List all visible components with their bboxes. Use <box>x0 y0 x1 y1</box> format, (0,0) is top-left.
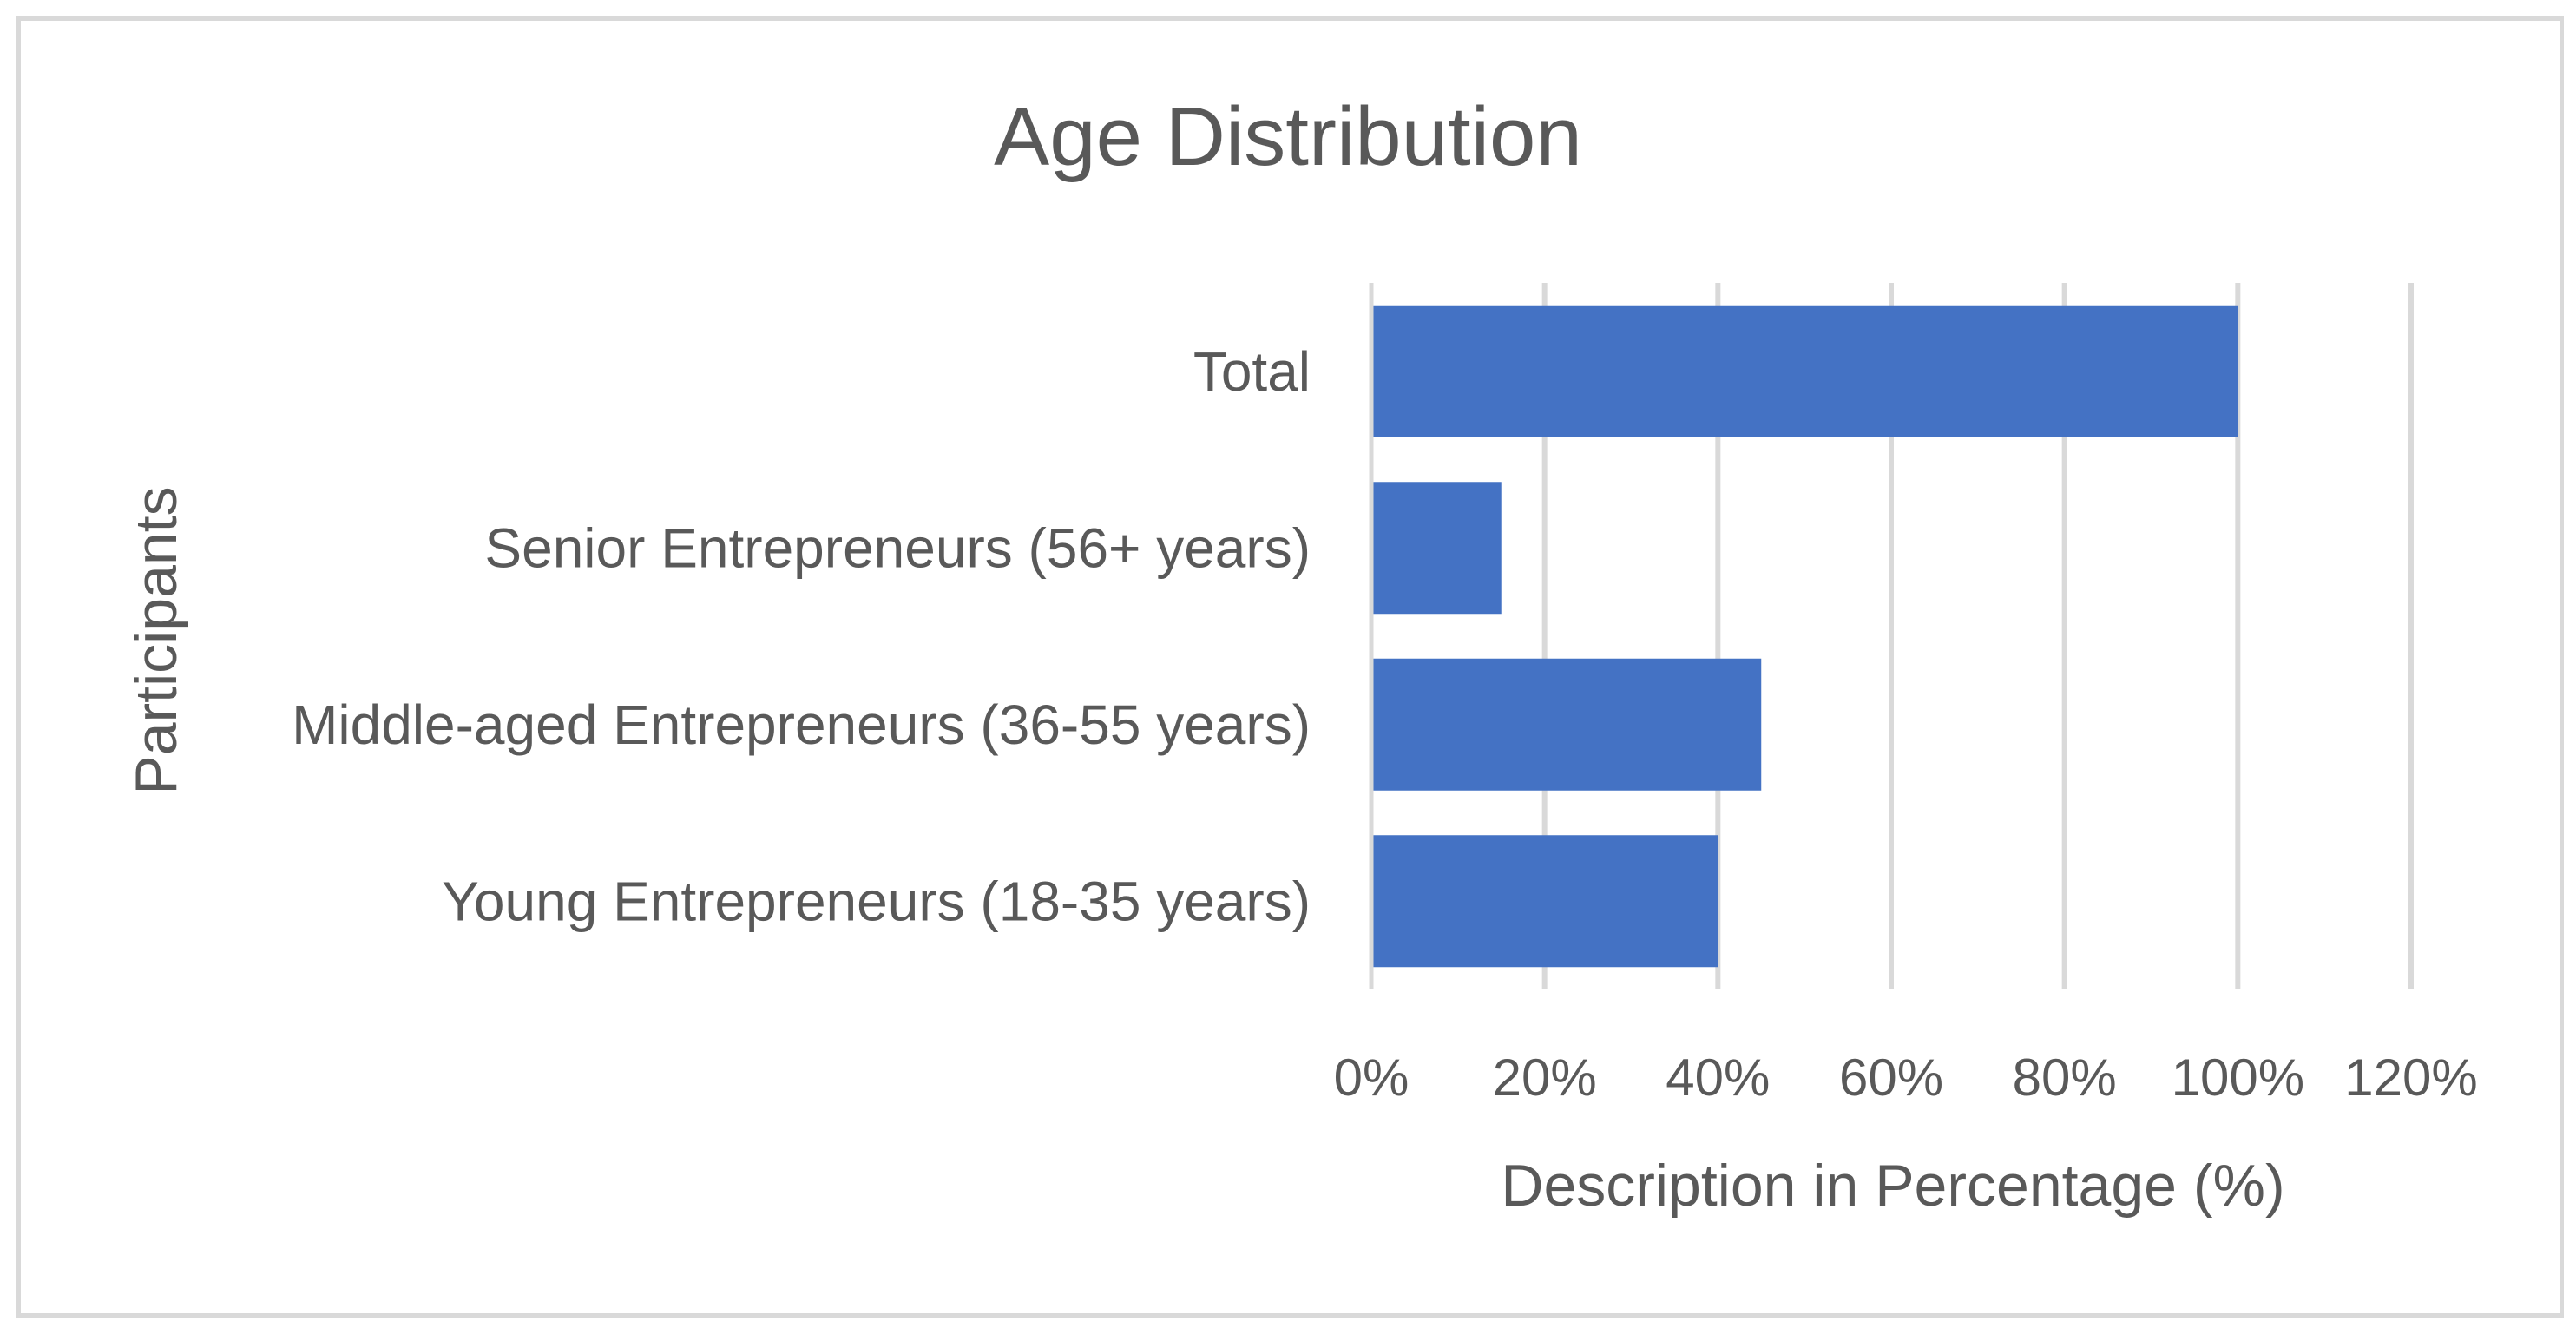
category-label: Middle-aged Entrepreneurs (36-55 years) <box>292 694 1311 756</box>
y-axis-title: Participants <box>123 486 189 794</box>
x-tick-labels: 0% 20% 40% 60% 80% 100% 120% <box>1334 1048 2478 1107</box>
chart-title: Age Distribution <box>994 90 1582 183</box>
x-tick-label: 100% <box>2172 1048 2304 1107</box>
x-tick-label: 80% <box>2013 1048 2117 1107</box>
x-tick-label: 20% <box>1493 1048 1597 1107</box>
bar <box>1371 658 1762 791</box>
x-tick-label: 60% <box>1839 1048 1943 1107</box>
category-label: Young Entrepreneurs (18-35 years) <box>442 870 1311 932</box>
bars <box>1371 305 2238 968</box>
x-tick-label: 40% <box>1666 1048 1770 1107</box>
chart-frame <box>16 16 2564 1318</box>
bar <box>1371 835 1718 968</box>
category-label: Senior Entrepreneurs (56+ years) <box>484 516 1311 579</box>
x-tick-label: 120% <box>2344 1048 2477 1107</box>
x-tick-label: 0% <box>1334 1048 1410 1107</box>
bar <box>1371 305 2238 437</box>
category-labels: Young Entrepreneurs (18-35 years) Middle-… <box>292 340 1311 933</box>
x-axis-title: Description in Percentage (%) <box>1501 1153 2284 1219</box>
category-label: Total <box>1193 340 1311 403</box>
bar <box>1371 482 1502 615</box>
